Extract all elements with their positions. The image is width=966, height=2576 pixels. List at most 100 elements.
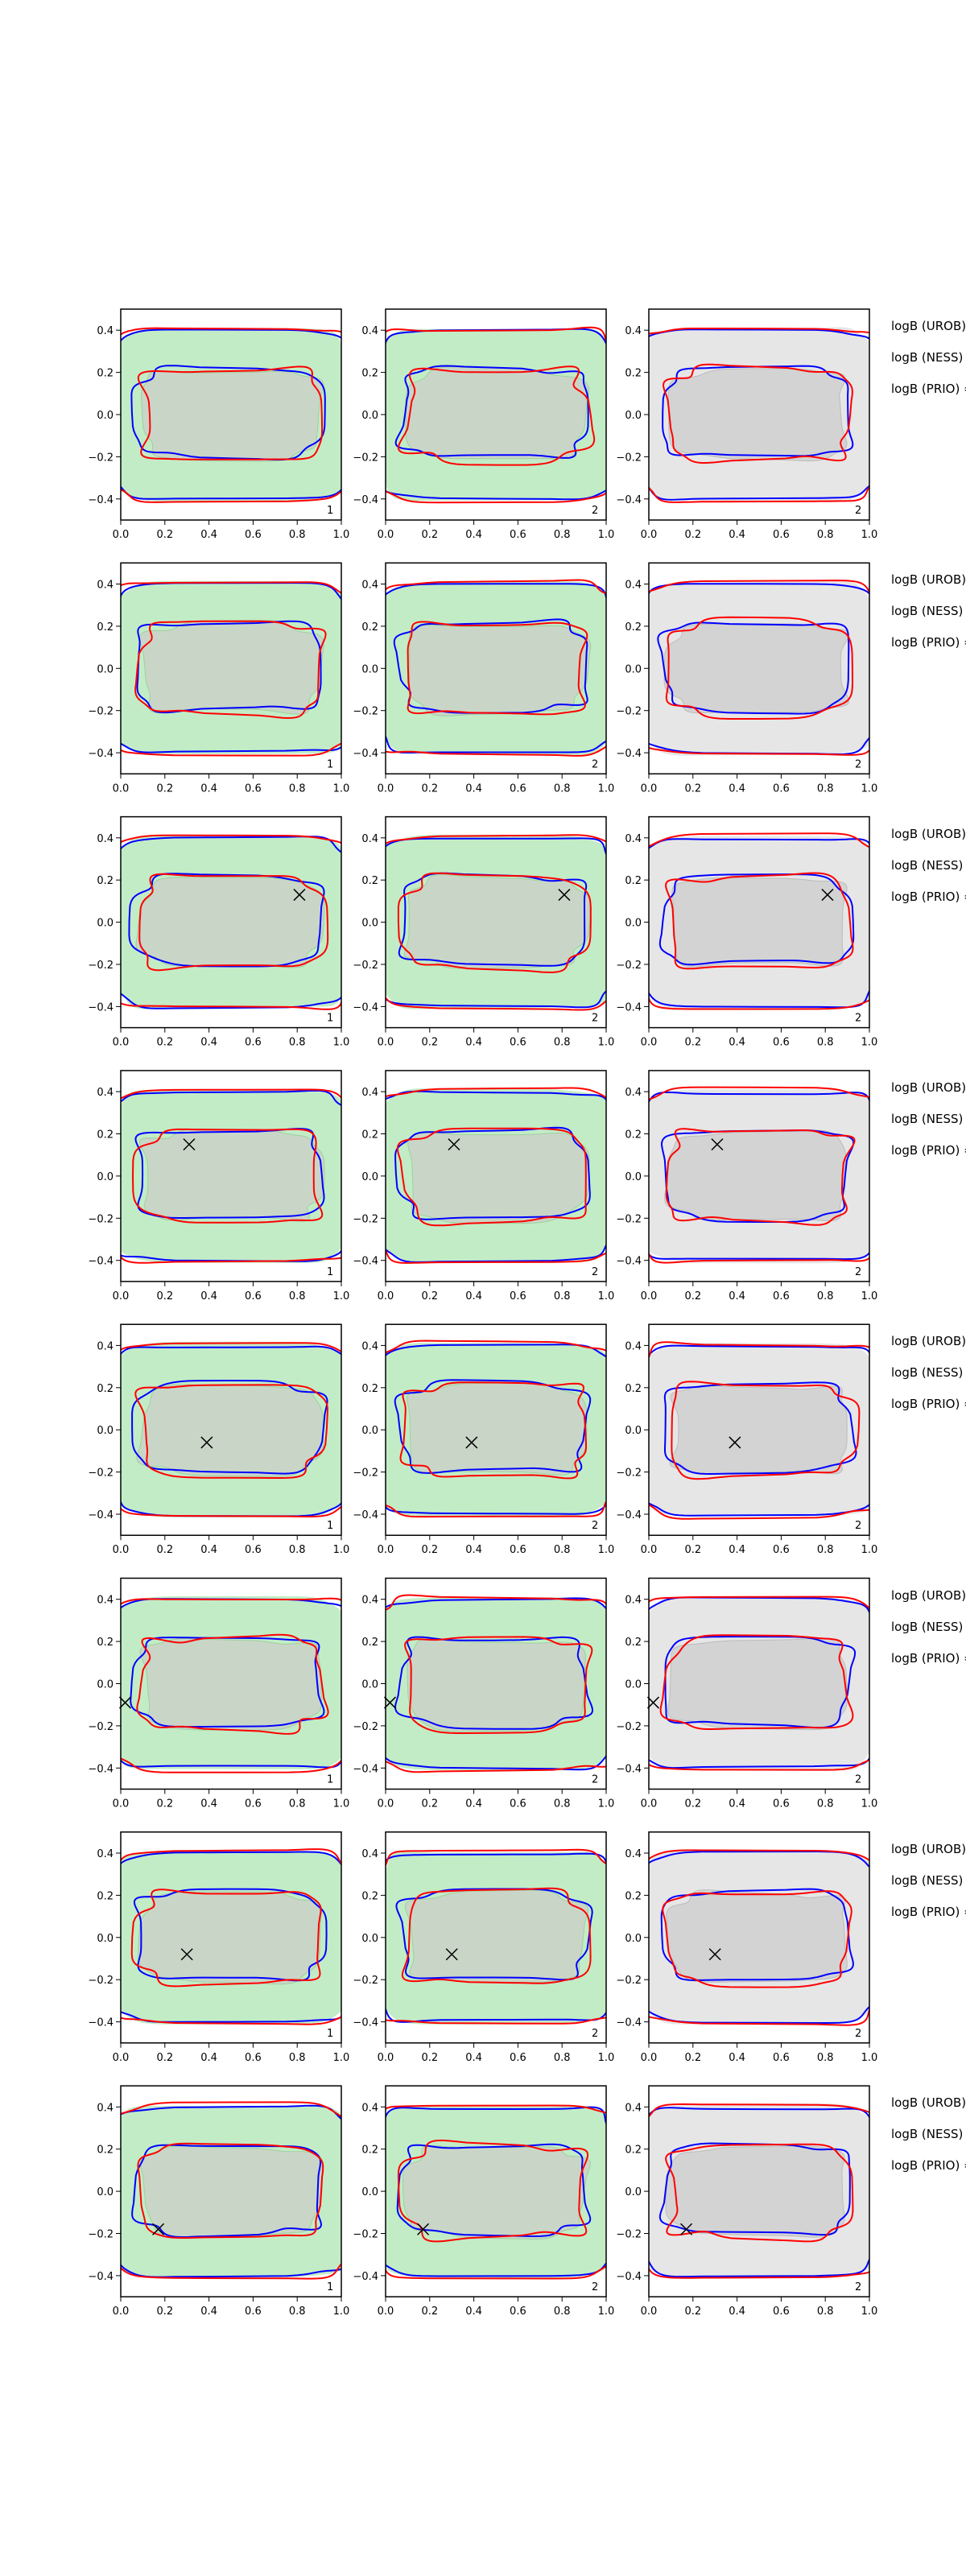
plot-area [649,1086,869,1264]
y-tick-label: 0.0 [97,1933,114,1945]
y-tick-label: 0.2 [625,621,642,634]
y-tick-label: −0.2 [616,1468,642,1480]
y-tick-label: −0.2 [616,706,642,718]
y-tick-label: −0.2 [353,452,378,464]
x-tick-label: 0.0 [378,782,394,795]
x-tick-label: 1.0 [333,1290,350,1302]
x-tick-label: 1.0 [598,1544,615,1556]
y-tick-label: 0.4 [97,1595,114,1607]
logb-annotation: logB (NESS) = [891,1365,966,1381]
y-tick-label: −0.2 [353,960,378,972]
x-tick-label: 0.6 [245,2052,262,2064]
x-marker [118,1696,132,1709]
logb-annotation: logB (UROB) = [891,319,966,333]
y-tick-label: 0.0 [625,2186,642,2198]
blue-outer-contour [121,1851,341,2023]
y-tick-label: −0.2 [353,1721,378,1733]
x-tick-label: 0.6 [510,1798,526,1810]
x-tick-label: 0.2 [156,2306,173,2318]
x-tick-label: 0.8 [554,1798,571,1810]
y-tick-label: 0.4 [361,325,378,337]
subplot-r1-c3: 2 0.0 0.2 0.4 0.6 0.8 1.0 0.4 0.2 0.0 −0.2 −0.4 [616,308,877,541]
x-tick-label: 0.8 [817,2306,834,2318]
plot-area [386,1087,606,1264]
x-tick-label: 0.2 [421,1544,438,1556]
inner-density-fill [135,877,325,968]
x-tick-label: 1.0 [333,2052,350,2064]
logb-annotation: logB (NESS) = [891,350,966,365]
y-tick-label: 0.4 [361,2102,378,2114]
x-tick-label: 0.2 [421,1798,438,1810]
x-tick-label: 0.4 [729,529,745,541]
red-outer-contour [649,579,869,756]
x-tick-label: 0.4 [465,1037,482,1049]
red-inner-contour [136,1633,329,1735]
red-inner-contour [134,620,327,720]
x-tick-label: 0.0 [641,782,658,795]
y-tick-label: 0.4 [361,1087,378,1099]
red-inner-contour [130,1889,322,1988]
x-tick-label: 0.4 [200,1290,217,1302]
blue-inner-contour [658,2142,851,2236]
y-tick-label: −0.4 [353,2271,378,2283]
x-marker [183,1138,196,1151]
x-tick-label: 0.8 [289,2052,306,2064]
x-tick-label: 1.0 [861,1290,878,1302]
blue-inner-contour [130,365,326,460]
inner-density-fill [407,1382,588,1476]
subplot-r2-c2: 2 0.0 0.2 0.4 0.6 0.8 1.0 0.4 0.2 0.0 −0.2 −0.4 [353,562,614,795]
red-inner-contour [131,1128,324,1224]
logb-annotation: logB (PRIO) = [891,382,966,396]
y-tick-label: 0.2 [97,1129,114,1141]
x-tick-label: 0.4 [465,1798,482,1810]
y-tick-label: 0.2 [97,621,114,634]
y-tick-label: 0.4 [97,1340,114,1352]
subplot-r1-c2: 2 0.0 0.2 0.4 0.6 0.8 1.0 0.4 0.2 0.0 −0.2 −0.4 [353,308,614,541]
inner-density-fill [665,2145,845,2238]
inner-density-fill [137,1891,323,1985]
logb-annotation: logB (NESS) = [891,1872,966,1888]
red-outer-contour [121,834,341,1010]
inner-density-fill [140,370,324,462]
subplot-r6-c3: 2 0.0 0.2 0.4 0.6 0.8 1.0 0.4 0.2 0.0 −0.2 −0.4 [616,1577,877,1810]
x-marker [646,1696,660,1709]
panel-label: 2 [592,505,598,517]
y-tick-label: 0.4 [97,2102,114,2114]
y-tick-label: 0.0 [625,918,642,930]
x-tick-label: 0.4 [200,1037,217,1049]
y-tick-label: 0.2 [361,368,378,380]
y-tick-label: −0.4 [616,1763,642,1775]
x-tick-label: 0.6 [245,782,262,795]
inner-density-fill [671,877,848,968]
y-tick-label: −0.4 [88,1001,114,1013]
blue-outer-contour [649,583,869,755]
panel-label: 2 [855,1013,861,1025]
y-tick-label: 0.4 [361,1848,378,1860]
inner-density-fill [139,1638,322,1731]
x-tick-label: 0.6 [245,1544,262,1556]
red-outer-contour [121,2101,341,2280]
y-tick-label: −0.4 [353,1256,378,1268]
inner-density-fill [403,874,592,969]
panel-label: 1 [327,505,333,517]
red-outer-contour [649,832,869,1010]
blue-inner-contour [394,1636,594,1730]
y-tick-label: 0.2 [97,1383,114,1395]
panel-label: 2 [855,758,861,770]
x-tick-label: 1.0 [861,2306,878,2318]
panel-label: 2 [855,1266,861,1278]
blue-outer-contour [121,1089,341,1262]
x-tick-label: 0.6 [245,1290,262,1302]
plot-area [649,327,869,504]
subplot-r6-c2: 2 0.0 0.2 0.4 0.6 0.8 1.0 0.4 0.2 0.0 −0.2 −0.4 [353,1577,614,1810]
x-tick-label: 1.0 [598,1037,615,1049]
x-tick-label: 0.0 [113,1290,130,1302]
x-tick-label: 0.8 [554,1037,571,1049]
logb-annotation: logB (NESS) = [891,1619,966,1634]
x-tick-label: 0.0 [113,782,130,795]
red-outer-contour [649,1849,869,2026]
panel-label: 1 [327,1266,333,1278]
y-tick-label: 0.0 [361,663,378,675]
y-tick-label: 0.2 [625,1383,642,1395]
